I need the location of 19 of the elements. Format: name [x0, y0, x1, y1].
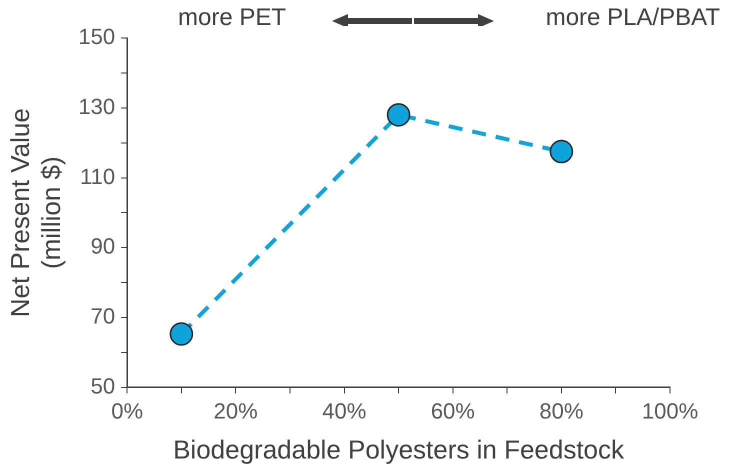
x-tick-label: 40%	[322, 398, 366, 424]
x-tick-label: 60%	[430, 398, 475, 424]
y-tick-label: 50	[90, 373, 116, 398]
text: more PET	[178, 4, 286, 32]
y-axis-title: Net Present Value (million $)	[4, 108, 66, 318]
x-tick-label: 80%	[539, 398, 584, 424]
x-tick-label: 0%	[111, 398, 144, 424]
y-tick-label: 90	[90, 234, 116, 259]
point	[550, 140, 574, 164]
point	[170, 322, 194, 346]
x-axis-title: Biodegradable Polyesters in Feedstock	[173, 434, 626, 465]
point	[386, 103, 410, 127]
y-tick-label: 70	[90, 304, 116, 329]
x-tick-label: 100%	[642, 398, 698, 424]
y-tick-label: 110	[80, 164, 116, 189]
x-tick-label: 20%	[214, 398, 258, 424]
y-tick-label: 130	[78, 94, 116, 119]
text: more PLA/PBAT	[546, 4, 720, 32]
y-tick-label: 150	[78, 24, 116, 50]
